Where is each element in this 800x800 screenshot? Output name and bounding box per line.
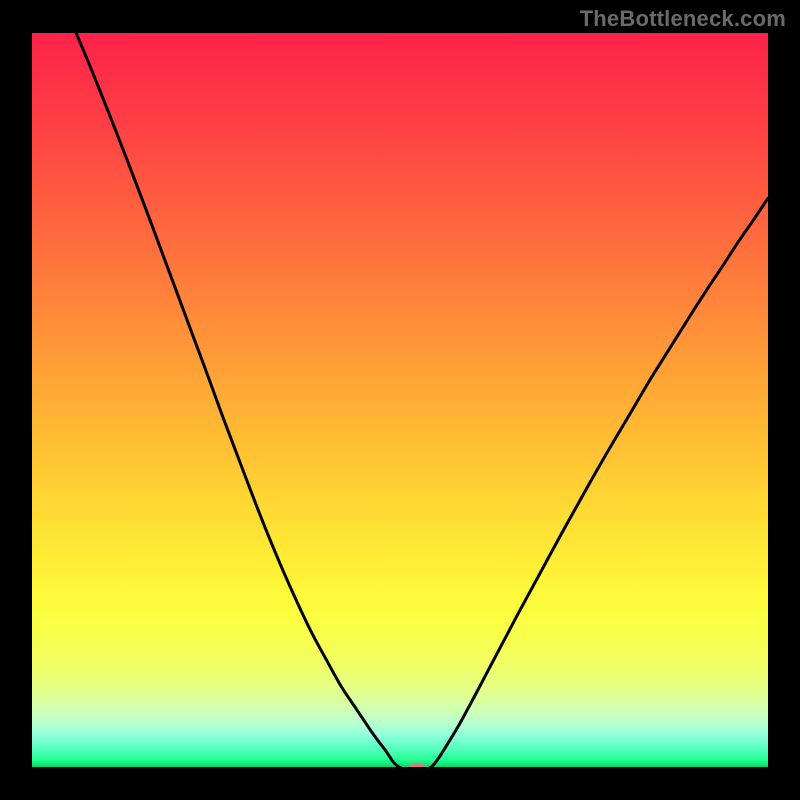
plot-background (32, 33, 768, 767)
bottleneck-chart (0, 0, 800, 800)
chart-container: TheBottleneck.com (0, 0, 800, 800)
